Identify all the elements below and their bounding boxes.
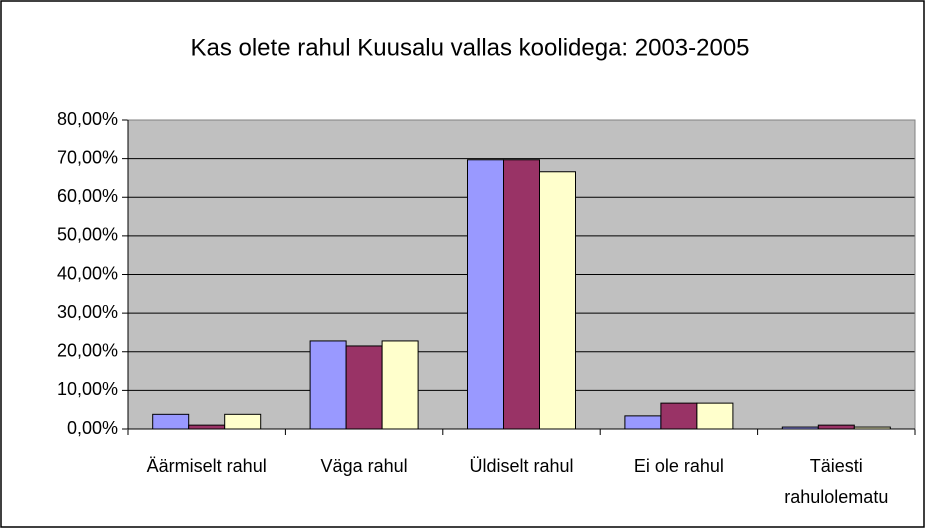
y-tick-label: 30,00% [57,302,118,322]
y-tick-label: 50,00% [57,225,118,245]
y-tick-label: 20,00% [57,341,118,361]
y-tick-label: 0,00% [67,418,118,438]
y-tick-label: 10,00% [57,379,118,399]
y-tick-label: 80,00% [57,109,118,129]
bar [696,402,734,430]
bar [224,413,262,430]
bar [381,340,419,430]
chart-title: Kas olete rahul Kuusalu vallas koolidega… [190,34,749,61]
x-tick-label: Üldiselt rahul [469,456,574,476]
x-tick-label: Väga rahul [320,456,408,476]
x-tick-label: Ei ole rahul [633,456,724,476]
bar [539,171,576,430]
bar [624,415,662,430]
x-tick-label: Äärmiselt rahul [146,456,267,476]
bar [817,424,855,430]
bar [188,424,226,430]
bar [152,413,190,430]
bar [309,340,347,430]
bar [503,159,540,430]
bar [660,402,698,430]
bar [345,345,383,430]
y-tick-label: 40,00% [57,263,118,283]
bar [467,159,504,430]
y-tick-label: 60,00% [57,186,118,206]
y-tick-label: 70,00% [57,147,118,167]
x-tick-label: Täiesti rahulolematu [784,456,889,507]
